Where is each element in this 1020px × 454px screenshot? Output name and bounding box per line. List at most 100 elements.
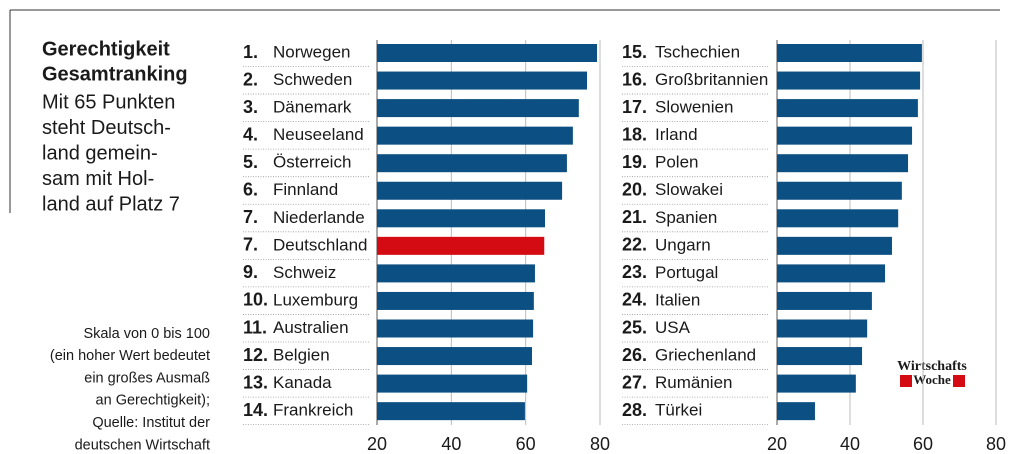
rank-label: 26. [622,345,647,365]
rank-label: 27. [622,372,647,392]
x-tick-label: 20 [367,434,387,454]
bar [377,291,534,310]
category-label: Frankreich [273,401,353,420]
category-label: Kanada [273,373,332,392]
category-label: Irland [655,125,698,144]
category-label: Neuseeland [273,125,364,144]
bar [377,374,528,393]
rank-label: 7. [243,207,258,227]
bar [377,126,573,145]
rank-label: 16. [622,69,647,89]
logo [900,375,965,387]
bar [777,236,892,255]
bar [777,347,863,366]
category-label: Dänemark [273,98,352,117]
rank-label: 18. [622,124,647,144]
rank-label: 11. [243,317,267,337]
rank-label: 23. [622,262,647,282]
category-label: Slowakei [655,180,723,199]
category-label: Großbritannien [655,70,768,89]
category-label: Griechenland [655,346,756,365]
title: Gesamtranking [42,63,188,85]
rank-label: 1. [243,42,258,62]
category-label: Slowenien [655,98,733,117]
bar [777,402,815,421]
bar [377,44,598,62]
rank-label: 5. [243,152,258,172]
note: (ein hoher Wert bedeutet [50,348,210,364]
category-label: Ungarn [655,235,711,254]
category-label: Luxemburg [273,290,358,309]
x-tick-label: 60 [516,434,536,454]
bar [377,236,545,255]
rank-label: 9. [243,262,258,282]
rank-label: 6. [243,180,258,200]
rank-label: 28. [622,400,647,420]
category-label: Portugal [655,263,718,282]
note: ein großes Ausmaß [84,370,210,386]
category-label: Niederlande [273,208,365,227]
category-label: USA [655,318,691,337]
x-tick-label: 80 [590,434,610,454]
bar [777,291,872,310]
bar [377,347,532,366]
bar [777,181,902,200]
logo-text: Wirtschafts [897,359,967,374]
category-label: Finnland [273,180,338,199]
bar [777,264,886,283]
category-label: Schweden [273,70,352,89]
logo-text: Woche [913,372,951,387]
rank-label: 10. [243,290,268,310]
category-label: Tschechien [655,42,740,61]
bar [377,209,545,228]
x-tick-label: 40 [840,434,860,454]
category-label: Spanien [655,208,717,227]
subtitle: steht Deutsch- [42,117,171,139]
category-label: Türkei [655,401,702,420]
category-label: Belgien [273,346,330,365]
bar [777,154,909,173]
bar [377,402,525,421]
x-tick-label: 40 [441,434,461,454]
x-tick-label: 20 [767,434,787,454]
category-label: Norwegen [273,42,351,61]
rank-label: 4. [243,124,258,144]
rank-label: 19. [622,152,647,172]
bar [777,99,918,118]
rank-label: 2. [243,69,258,89]
rank-label: 17. [622,97,647,117]
rank-label: 22. [622,235,647,255]
title: Gerechtigkeit [42,38,170,60]
rank-label: 20. [622,180,647,200]
rank-label: 3. [243,97,258,117]
bar [377,154,567,173]
category-label: Rumänien [655,373,733,392]
category-label: Italien [655,290,700,309]
bar [377,71,587,90]
bar [377,181,563,200]
bar [777,44,922,62]
bar [777,319,868,338]
subtitle: sam mit Hol- [42,168,154,190]
logo-square [900,375,912,387]
bar [777,71,921,90]
rank-label: 25. [622,317,647,337]
bar [777,126,913,145]
subtitle: land gemein- [42,142,158,164]
bar [777,374,856,393]
bar [777,209,899,228]
rank-label: 14. [243,400,268,420]
note: deutschen Wirtschaft [75,437,210,453]
bar [377,99,579,118]
rank-label: 13. [243,372,268,392]
category-label: Schweiz [273,263,336,282]
note: Quelle: Institut der [92,415,210,431]
rank-label: 21. [622,207,647,227]
note: Skala von 0 bis 100 [83,326,210,342]
category-label: Österreich [273,153,351,172]
rank-label: 12. [243,345,268,365]
category-label: Deutschland [273,235,368,254]
bar [377,264,535,283]
logo-square [953,375,965,387]
category-label: Australien [273,318,349,337]
